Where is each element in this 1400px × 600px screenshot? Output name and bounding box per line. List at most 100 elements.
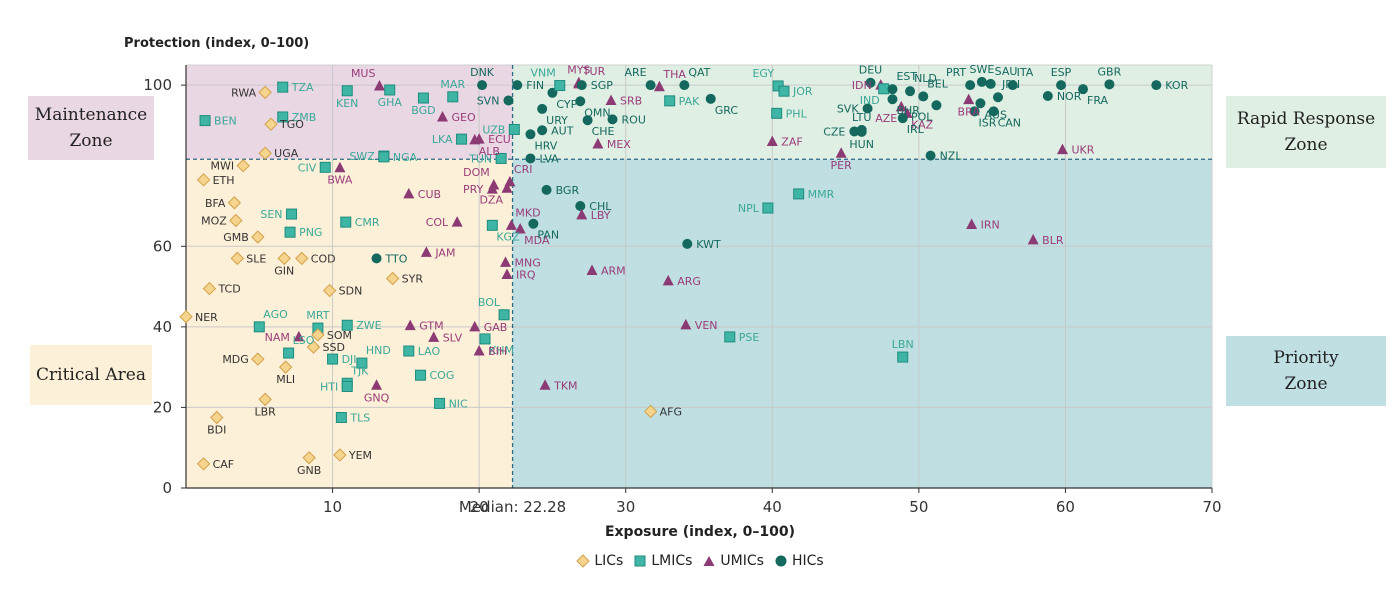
priority-zone-label: Priority Zone xyxy=(1226,336,1386,406)
label-rwa: RWA xyxy=(231,86,256,99)
label-lso: LSO xyxy=(293,334,315,347)
label-chl: CHL xyxy=(589,200,612,213)
label-kor: KOR xyxy=(1165,79,1188,92)
label-ltu: LTU xyxy=(852,111,871,124)
label-mys: MYS xyxy=(567,64,590,77)
point-tcd xyxy=(202,281,217,296)
point-bih xyxy=(473,345,485,356)
label-can: CAN xyxy=(998,116,1021,129)
point-arm xyxy=(586,264,598,275)
legend-label-hics: HICs xyxy=(791,553,824,569)
point-bdi xyxy=(210,410,224,425)
point-gin xyxy=(277,251,291,266)
point-kgz xyxy=(486,219,498,231)
point-qat xyxy=(679,80,690,91)
point-gnb xyxy=(302,451,316,465)
label-tza: TZA xyxy=(291,81,314,94)
point-uga xyxy=(258,146,272,160)
point-zaf xyxy=(766,135,778,147)
label-srb: SRB xyxy=(620,94,642,107)
label-lbr: LBR xyxy=(254,405,276,418)
label-tur: TUR xyxy=(582,65,606,78)
label-sau: SAU xyxy=(995,65,1018,78)
median-label: Median: 22.28 xyxy=(459,498,566,516)
label-sle: SLE xyxy=(246,252,266,265)
label-eth: ETH xyxy=(213,174,235,187)
label-sen: SEN xyxy=(260,208,282,221)
point-jam xyxy=(420,246,432,257)
data-points xyxy=(179,76,1162,471)
label-hun: HUN xyxy=(849,138,874,151)
point-lao xyxy=(403,345,415,357)
point-nzl xyxy=(925,150,936,161)
point-pan xyxy=(528,218,539,229)
point-gmb xyxy=(251,230,265,244)
point-slv xyxy=(428,331,440,342)
x-tick-label: 50 xyxy=(909,498,928,516)
point-png xyxy=(284,226,296,238)
label-nam: NAM xyxy=(265,331,290,344)
point-hnd xyxy=(356,357,368,369)
point-khm xyxy=(479,333,491,345)
label-cyp: CYP xyxy=(556,98,577,111)
label-tun: TUN xyxy=(468,152,492,165)
point-syr xyxy=(385,271,400,286)
point-tls xyxy=(335,412,347,423)
point-pry xyxy=(486,183,498,194)
maintenance-zone-label: Maintenance Zone xyxy=(28,96,154,160)
label-dza: DZA xyxy=(479,193,503,206)
label-ben: BEN xyxy=(214,115,237,128)
label-lka: LKA xyxy=(432,133,453,146)
label-hrv: HRV xyxy=(534,139,557,152)
point-bhr xyxy=(887,94,898,105)
label-som: SOM xyxy=(327,329,352,342)
point-aus xyxy=(975,98,986,109)
point-zmb xyxy=(277,111,289,123)
point-cod xyxy=(295,251,309,266)
point-nic xyxy=(434,397,446,409)
label-qat: QAT xyxy=(688,66,710,79)
label-tjk: TJK xyxy=(350,364,369,377)
label-tgo: TGO xyxy=(279,118,304,131)
point-ind xyxy=(878,83,890,95)
label-aut: AUT xyxy=(551,124,574,137)
legend-item-lmics: LMICs xyxy=(633,553,692,569)
label-bih: BIH xyxy=(488,345,507,358)
point-mng xyxy=(500,256,512,267)
label-gbr: GBR xyxy=(1098,65,1122,78)
point-som xyxy=(311,328,325,342)
label-irq: IRQ xyxy=(516,268,536,281)
label-sgp: SGP xyxy=(591,79,614,92)
label-cze: CZE xyxy=(823,125,845,138)
y-tick-label: 20 xyxy=(153,398,172,416)
label-gha: GHA xyxy=(378,96,403,109)
point-npl xyxy=(762,202,774,214)
legend-label-lics: LICs xyxy=(594,553,624,569)
x-tick-label: 10 xyxy=(323,498,342,516)
label-ecu: ECU xyxy=(488,133,511,146)
point-irn xyxy=(966,218,978,230)
label-bgd: BGD xyxy=(411,104,435,117)
label-civ: CIV xyxy=(298,161,317,174)
label-png: PNG xyxy=(299,226,322,239)
point-mdg xyxy=(251,352,265,366)
label-tls: TLS xyxy=(349,412,370,425)
point-bol xyxy=(498,309,510,321)
label-are: ARE xyxy=(625,66,647,79)
label-syr: SYR xyxy=(402,273,424,286)
label-cod: COD xyxy=(311,252,336,265)
point-sdn xyxy=(322,283,337,298)
point-mmr xyxy=(793,188,805,200)
label-nor: NOR xyxy=(1057,90,1082,103)
label-sdn: SDN xyxy=(339,285,363,298)
y-tick-label: 40 xyxy=(153,318,172,336)
point-srb xyxy=(605,94,617,105)
point-lbr xyxy=(258,392,272,407)
label-mar: MAR xyxy=(440,78,465,91)
label-ven: VEN xyxy=(695,319,718,332)
point-blr xyxy=(1027,233,1039,245)
point-ury xyxy=(537,103,548,114)
y-tick-label: 60 xyxy=(153,237,172,255)
